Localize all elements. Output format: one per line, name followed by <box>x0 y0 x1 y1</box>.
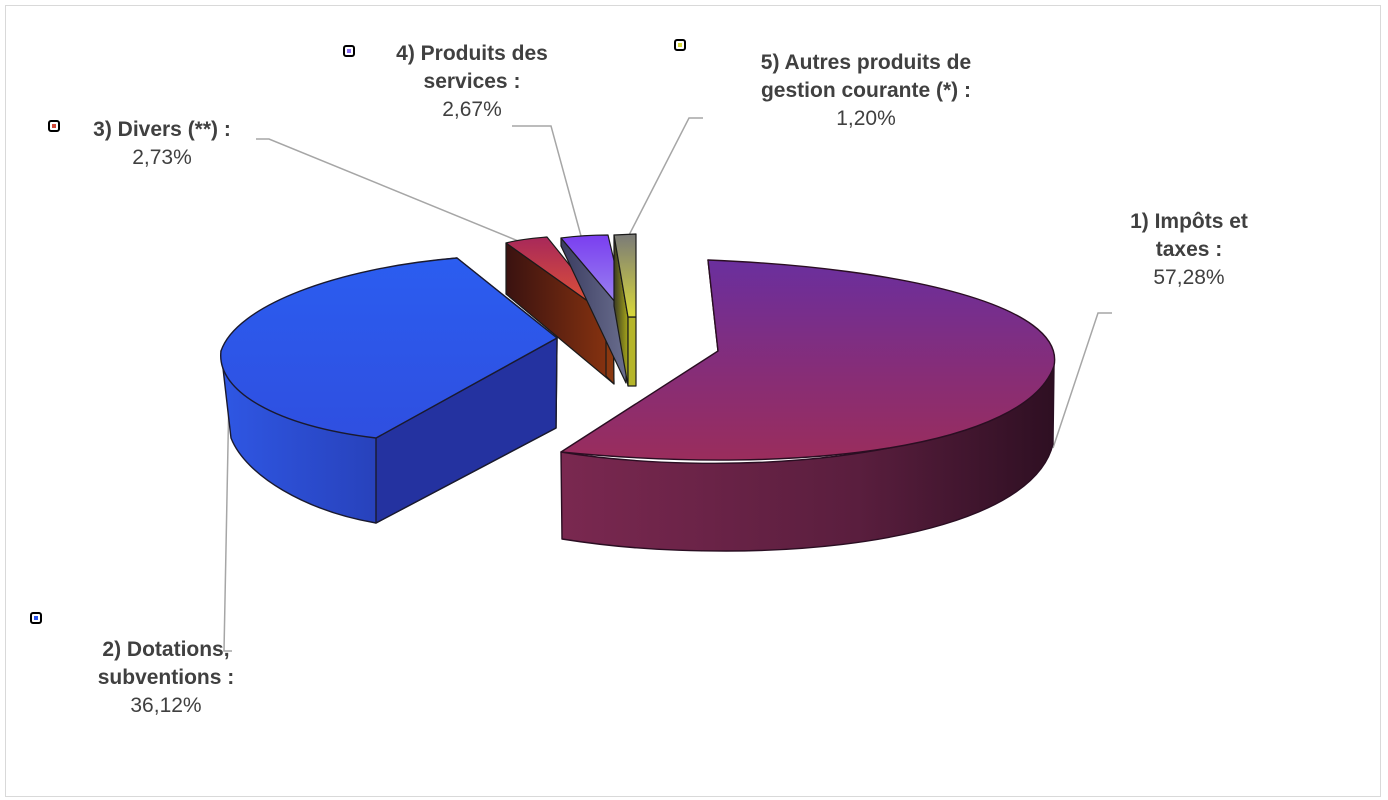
slice-autres-produits-top <box>613 233 637 318</box>
data-label-name-line1: 3) Divers (**) : <box>93 118 231 141</box>
legend-key-divers <box>48 120 60 132</box>
data-label-divers: 3) Divers (**) : 2,73% <box>62 116 262 172</box>
data-label-produits-services: 4) Produits des services : 2,67% <box>372 40 572 124</box>
data-label-name-line2: subventions : <box>97 666 235 689</box>
data-label-name-line1: 4) Produits des <box>396 42 548 65</box>
data-label-value: 57,28% <box>1153 266 1225 289</box>
data-label-name-line2: gestion courante (*) : <box>760 79 971 102</box>
legend-key-autres-produits <box>674 39 686 51</box>
pie-chart <box>220 117 1112 652</box>
data-label-name-line1: 5) Autres produits de <box>760 51 972 74</box>
data-label-autres-produits: 5) Autres produits de gestion courante (… <box>726 49 1006 133</box>
leader-line-autres-produits <box>625 117 703 242</box>
data-label-name-line2: services : <box>423 70 521 93</box>
data-label-value: 2,73% <box>132 146 192 169</box>
leader-lines <box>223 117 1112 652</box>
slice-impots-taxes-side <box>560 365 1055 552</box>
leader-line-divers <box>256 138 529 246</box>
data-label-dotations-subventions: 2) Dotations, subventions : 36,12% <box>46 636 286 720</box>
leader-line-impots <box>1052 312 1112 449</box>
slice-produits-services-top <box>560 234 628 317</box>
leader-line-produits-services <box>512 125 582 237</box>
legend-key-produits-services <box>343 45 355 57</box>
data-label-impots-taxes: 1) Impôts et taxes : 57,28% <box>1089 208 1289 292</box>
data-label-name-line2: taxes : <box>1155 238 1223 261</box>
leader-line-dotations <box>223 341 232 652</box>
legend-key-dotations <box>30 612 42 624</box>
slice-autres-produits-front <box>627 316 637 387</box>
slice-produits-services <box>560 234 628 384</box>
data-label-value: 36,12% <box>130 694 202 717</box>
slice-dotations-top <box>220 257 558 439</box>
slice-dotations-subventions <box>220 257 558 524</box>
data-label-value: 2,67% <box>442 98 502 121</box>
slice-autres-produits <box>613 233 637 387</box>
chart-area: 1) Impôts et taxes : 57,28% 2) Dotations… <box>5 5 1381 797</box>
slice-impots-taxes-top <box>560 259 1056 461</box>
slice-impots-taxes <box>560 259 1056 552</box>
data-label-name-line1: 1) Impôts et <box>1130 210 1248 233</box>
data-label-name-line1: 2) Dotations, <box>102 638 230 661</box>
data-label-value: 1,20% <box>836 107 896 130</box>
